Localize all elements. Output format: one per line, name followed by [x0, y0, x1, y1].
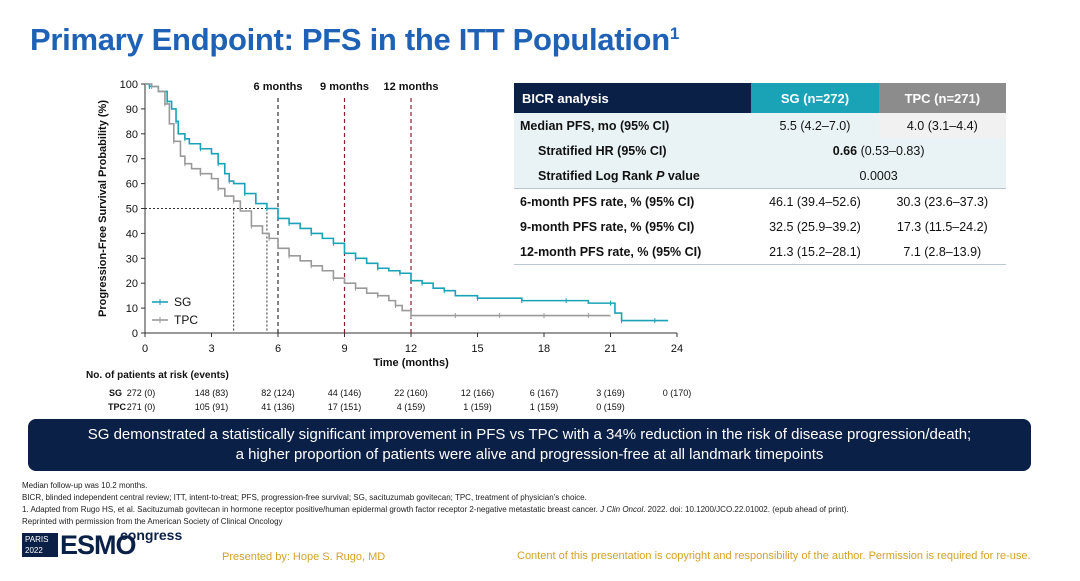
- y-tick-label: 40: [126, 228, 138, 240]
- bicr-tpc-value: 4.0 (3.1–4.4): [878, 113, 1006, 138]
- bicr-header-label: BICR analysis: [514, 83, 752, 113]
- bicr-label: 9-month PFS rate, % (95% CI): [520, 219, 695, 234]
- y-tick-label: 100: [120, 79, 138, 91]
- at-risk-cell: 3 (169): [596, 388, 625, 398]
- y-tick-label: 20: [126, 278, 138, 290]
- bicr-sg-value: 32.5 (25.9–39.2): [769, 219, 861, 234]
- landmark-label: 6 months: [254, 81, 303, 93]
- x-tick-label: 15: [471, 343, 483, 355]
- landmark-label: 12 months: [383, 81, 438, 93]
- at-risk-cell: 41 (136): [261, 402, 295, 412]
- at-risk-label-sg: SG: [108, 388, 122, 398]
- bicr-sg-value: 21.3 (15.2–28.1): [751, 239, 879, 265]
- landmark-label: 9 months: [320, 81, 369, 93]
- footnote-reference: 1. Adapted from Rugo HS, et al. Sacituzu…: [22, 505, 849, 514]
- banner-line-2: a higher proportion of patients were ali…: [235, 446, 824, 463]
- y-tick-label: 10: [126, 303, 138, 315]
- x-axis-label: Time (months): [373, 357, 449, 369]
- y-tick-label: 0: [132, 328, 138, 340]
- bicr-row-6m: 6-month PFS rate, % (95% CI) 46.1 (39.4–…: [514, 188, 1006, 214]
- at-risk-cell: 12 (166): [460, 388, 495, 398]
- at-risk-cell: 1 (159): [463, 402, 492, 412]
- footnote-abbreviations: BICR, blinded independent central review…: [22, 493, 587, 502]
- x-tick-label: 6: [275, 343, 281, 355]
- at-risk-cell: 17 (151): [327, 402, 362, 412]
- at-risk-cell: 105 (91): [194, 402, 229, 412]
- bicr-row-hr: Stratified HR (95% CI) 0.66 (0.53–0.83): [514, 138, 1006, 163]
- at-risk-cell: 6 (167): [529, 388, 559, 398]
- at-risk-cell: 82 (124): [261, 388, 295, 398]
- bicr-label: Stratified Log Rank P value: [514, 163, 752, 189]
- logo-brand: ESMO: [60, 530, 137, 560]
- at-risk-cell: 0 (170): [662, 388, 692, 398]
- at-risk-cell: 148 (83): [194, 388, 229, 398]
- at-risk-cell: 271 (0): [126, 402, 156, 412]
- km-chart: 0 10 20 30 40 50 60 70 80 90 100 0 3 6 9 12 15 18 21 24 Time…: [97, 79, 683, 369]
- x-tick-label: 12: [405, 343, 417, 355]
- bicr-row-median: Median PFS, mo (95% CI) 5.5 (4.2–7.0) 4.…: [514, 113, 1006, 138]
- bicr-tpc-value: 30.3 (23.6–37.3): [878, 188, 1006, 214]
- bicr-pvalue: 0.0003: [751, 163, 1006, 189]
- logo-city-badge: PARIS 2022: [22, 533, 58, 557]
- y-tick-label: 70: [126, 154, 138, 166]
- at-risk-cell: 272 (0): [126, 388, 156, 398]
- bicr-row-pvalue: Stratified Log Rank P value 0.0003: [514, 163, 1006, 189]
- x-tick-label: 9: [341, 343, 347, 355]
- y-tick-label: 50: [126, 204, 138, 216]
- bicr-label: 6-month PFS rate, % (95% CI): [514, 188, 752, 214]
- at-risk-cell: 0 (159): [596, 402, 625, 412]
- copyright-notice: Content of this presentation is copyrigh…: [517, 550, 1031, 562]
- y-tick-label: 60: [126, 179, 138, 191]
- y-axis-label: Progression-Free Survival Probability (%…: [97, 100, 109, 317]
- bicr-tpc-value: 17.3 (11.5–24.2): [896, 219, 988, 234]
- bicr-sg-value: 5.5 (4.2–7.0): [751, 113, 879, 138]
- at-risk-heading: No. of patients at risk (events): [86, 370, 229, 381]
- footnote-permission: Reprinted with permission from the Ameri…: [22, 517, 283, 526]
- at-risk-cell: 1 (159): [529, 402, 559, 412]
- conclusion-banner: SG demonstrated a statistically signific…: [28, 419, 1031, 471]
- bicr-label: 12-month PFS rate, % (95% CI): [514, 239, 752, 265]
- x-tick-label: 3: [208, 343, 214, 355]
- legend-label-sg: SG: [174, 295, 191, 309]
- bicr-header-sg: SG (n=272): [751, 83, 879, 113]
- legend-label-tpc: TPC: [174, 313, 198, 327]
- bicr-header-tpc: TPC (n=271): [878, 83, 1006, 113]
- x-tick-label: 0: [142, 343, 148, 355]
- km-curve-sg: [145, 83, 669, 322]
- slide-title: Primary Endpoint: PFS in the ITT Populat…: [30, 22, 679, 57]
- km-curve-tpc: [145, 83, 611, 317]
- at-risk-label-tpc: TPC: [108, 402, 126, 412]
- bicr-hr-value: 0.66 (0.53–0.83): [751, 138, 1006, 163]
- bicr-header-row: BICR analysis SG (n=272) TPC (n=271): [514, 83, 1006, 113]
- bicr-sg-value: 46.1 (39.4–52.6): [751, 188, 879, 214]
- bicr-table: BICR analysis SG (n=272) TPC (n=271) Med…: [514, 83, 1006, 265]
- bicr-label: Stratified HR (95% CI): [514, 138, 752, 163]
- bicr-row-12m: 12-month PFS rate, % (95% CI) 21.3 (15.2…: [514, 239, 1006, 265]
- logo-suffix: congress: [120, 527, 183, 543]
- y-tick-label: 90: [126, 104, 138, 116]
- at-risk-cell: 44 (146): [327, 388, 362, 398]
- banner-line-1: SG demonstrated a statistically signific…: [87, 426, 972, 443]
- x-tick-label: 21: [604, 343, 616, 355]
- x-tick-label: 18: [538, 343, 550, 355]
- x-tick-label: 24: [671, 343, 683, 355]
- at-risk-cell: 22 (160): [394, 388, 428, 398]
- footnote-followup: Median follow-up was 10.2 months.: [22, 481, 148, 490]
- presenter-credit: Presented by: Hope S. Rugo, MD: [222, 551, 386, 563]
- y-tick-label: 30: [126, 253, 138, 265]
- bicr-row-9m: 9-month PFS rate, % (95% CI) 32.5 (25.9–…: [514, 214, 1006, 239]
- at-risk-cell: 4 (159): [396, 402, 426, 412]
- bicr-tpc-value: 7.1 (2.8–13.9): [878, 239, 1006, 265]
- y-tick-label: 80: [126, 129, 138, 141]
- bicr-label: Median PFS, mo (95% CI): [514, 113, 752, 138]
